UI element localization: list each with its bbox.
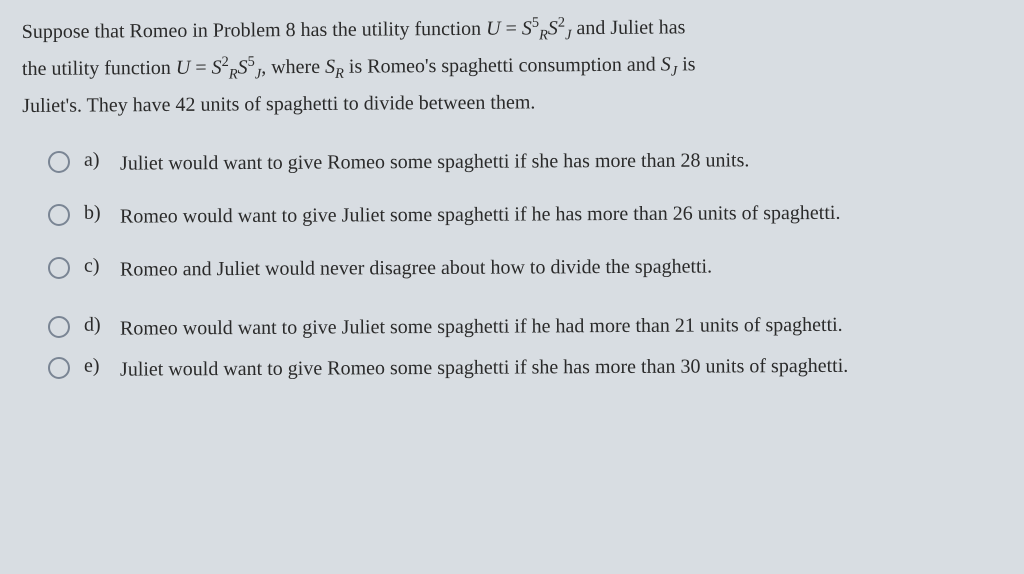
option-text-a: Juliet would want to give Romeo some spa…	[120, 142, 1002, 180]
stem-text-2b: , where	[261, 56, 325, 78]
stem-SR: S	[325, 56, 335, 78]
stem-sub-R1: R	[539, 27, 548, 43]
stem-var-U2: U	[176, 57, 191, 79]
radio-icon[interactable]	[48, 151, 70, 173]
options-list: a) Juliet would want to give Romeo some …	[22, 147, 1002, 386]
option-text-c: Romeo and Juliet would never disagree ab…	[120, 248, 1002, 286]
option-text-e: Juliet would want to give Romeo some spa…	[120, 348, 1002, 386]
radio-icon[interactable]	[48, 204, 70, 226]
question-stem: Suppose that Romeo in Problem 8 has the …	[22, 7, 1003, 125]
radio-icon[interactable]	[48, 257, 70, 279]
stem-sub-R3: R	[335, 66, 344, 82]
stem-text-2d: is	[677, 53, 695, 75]
stem-text-1: Suppose that Romeo in Problem 8 has the …	[22, 18, 487, 43]
option-label-b: b)	[84, 200, 106, 225]
stem-S1: S	[522, 17, 532, 39]
stem-eq2: =	[190, 57, 211, 79]
option-a[interactable]: a) Juliet would want to give Romeo some …	[48, 142, 1002, 180]
stem-text-2a: the utility function	[22, 57, 176, 80]
stem-S2: S	[548, 17, 558, 39]
option-d[interactable]: d) Romeo would want to give Juliet some …	[48, 307, 1002, 345]
option-e[interactable]: e) Juliet would want to give Romeo some …	[48, 348, 1002, 386]
option-text-b: Romeo would want to give Juliet some spa…	[120, 195, 1002, 233]
option-b[interactable]: b) Romeo would want to give Juliet some …	[48, 195, 1002, 233]
stem-eq1: =	[501, 18, 522, 40]
stem-S4: S	[238, 56, 248, 78]
stem-exp-5b: 5	[248, 54, 255, 70]
stem-text-1b: and Juliet has	[571, 16, 685, 39]
stem-S3: S	[212, 57, 222, 79]
option-label-a: a)	[84, 147, 106, 172]
stem-text-3: Juliet's. They have 42 units of spaghett…	[22, 91, 535, 117]
stem-sub-R2: R	[229, 66, 238, 82]
stem-var-U1: U	[486, 18, 501, 40]
stem-exp-2b: 2	[222, 54, 229, 70]
option-label-c: c)	[84, 253, 106, 278]
option-label-e: e)	[84, 353, 106, 378]
stem-SJ: S	[661, 53, 671, 75]
stem-text-2c: is Romeo's spaghetti consumption and	[344, 54, 661, 78]
option-text-d: Romeo would want to give Juliet some spa…	[120, 307, 1002, 345]
option-c[interactable]: c) Romeo and Juliet would never disagree…	[48, 248, 1002, 286]
option-label-d: d)	[84, 312, 106, 337]
radio-icon[interactable]	[48, 316, 70, 338]
radio-icon[interactable]	[48, 357, 70, 379]
